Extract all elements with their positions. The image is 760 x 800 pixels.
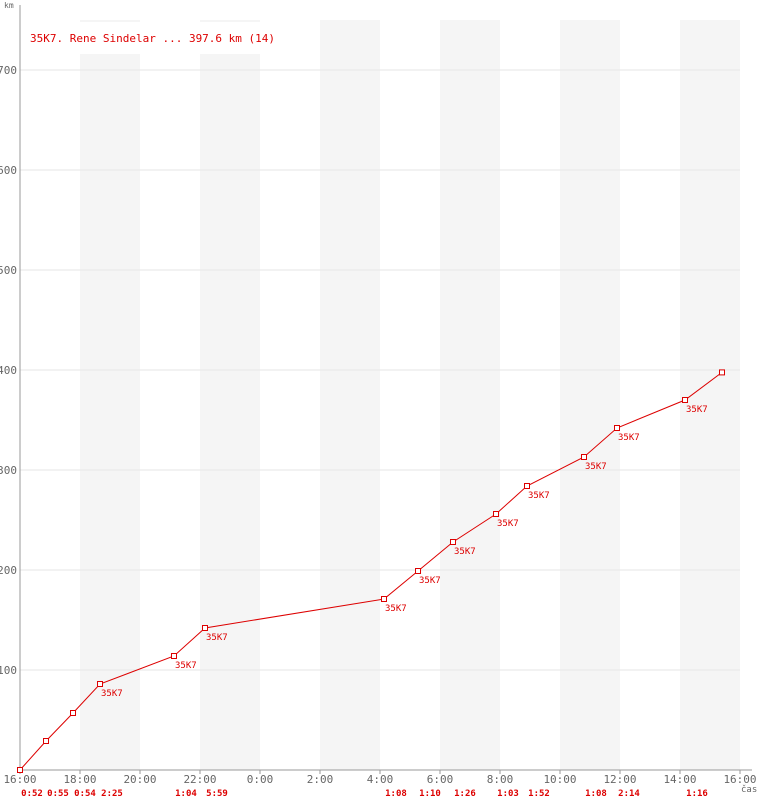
point-marker — [524, 483, 530, 489]
point-label: 35K7 — [528, 491, 550, 501]
x-tick-label: 22:00 — [183, 773, 216, 786]
band — [80, 20, 140, 770]
duration-label: 1:26 — [454, 789, 476, 799]
x-tick-label: 12:00 — [603, 773, 636, 786]
y-tick-label: 400 — [0, 364, 17, 377]
point-label: 35K7 — [585, 462, 607, 472]
point-label: 35K7 — [686, 405, 708, 415]
point-marker — [380, 596, 387, 602]
duration-label: 1:08 — [585, 789, 607, 799]
point-label: 35K7 — [419, 576, 441, 586]
y-axis-label: km — [4, 1, 14, 10]
duration-label: 5:59 — [206, 789, 228, 799]
point-marker — [17, 767, 23, 773]
x-tick-label: 2:00 — [307, 773, 334, 786]
band — [200, 20, 260, 770]
duration-label: 1:03 — [497, 789, 519, 799]
band — [440, 20, 500, 770]
point-label: 35K7 — [454, 547, 476, 557]
x-axis-label: čas — [741, 784, 757, 795]
point-marker — [614, 425, 620, 431]
duration-label: 0:52 — [21, 789, 43, 799]
point-marker — [449, 539, 456, 545]
band — [680, 20, 740, 770]
x-tick-label: 20:00 — [123, 773, 156, 786]
duration-label: 1:16 — [686, 789, 708, 799]
point-marker — [493, 511, 500, 517]
y-tick-label: 100 — [0, 664, 17, 677]
chart-title: 35K7. Rene Sindelar ... 397.6 km (14) — [30, 32, 275, 45]
plot-background — [80, 20, 740, 770]
point-marker — [682, 397, 689, 403]
y-tick-label: 600 — [0, 164, 17, 177]
duration-label: 0:54 — [74, 789, 96, 799]
point-marker — [97, 681, 104, 687]
point-label: 35K7 — [101, 689, 123, 699]
x-tick-label: 10:00 — [543, 773, 576, 786]
point-marker — [202, 625, 209, 631]
x-tick-label: 14:00 — [663, 773, 696, 786]
x-tick-label: 16:00 — [723, 773, 756, 786]
point-label: 35K7 — [385, 604, 407, 614]
duration-label: 1:04 — [175, 789, 197, 799]
x-tick-label: 16:00 — [3, 773, 36, 786]
point-label: 35K7 — [206, 633, 228, 643]
point-label: 35K7 — [497, 519, 519, 529]
x-tick-label: 0:00 — [247, 773, 274, 786]
x-tick-label: 4:00 — [367, 773, 394, 786]
point-label: 35K7 — [175, 661, 197, 671]
y-tick-label: 300 — [0, 464, 17, 477]
band — [320, 20, 380, 770]
x-tick-label: 8:00 — [487, 773, 514, 786]
x-tick-label: 18:00 — [63, 773, 96, 786]
point-marker — [43, 738, 50, 744]
duration-label: 1:08 — [385, 789, 407, 799]
band — [560, 20, 620, 770]
point-label: 35K7 — [618, 433, 640, 443]
point-marker — [415, 568, 422, 574]
y-tick-label: 500 — [0, 264, 17, 277]
point-marker — [70, 710, 77, 716]
duration-label: 1:10 — [419, 789, 441, 799]
point-marker — [581, 454, 587, 460]
title-box — [22, 22, 272, 54]
duration-label: 2:25 — [101, 789, 123, 799]
y-tick-label: 700 — [0, 64, 17, 77]
y-tick-label: 200 — [0, 564, 17, 577]
duration-label: 1:52 — [528, 789, 550, 799]
point-marker — [170, 653, 177, 659]
point-marker — [719, 369, 725, 376]
duration-label: 2:14 — [618, 789, 640, 799]
duration-label: 0:55 — [47, 789, 69, 799]
x-tick-label: 6:00 — [427, 773, 454, 786]
